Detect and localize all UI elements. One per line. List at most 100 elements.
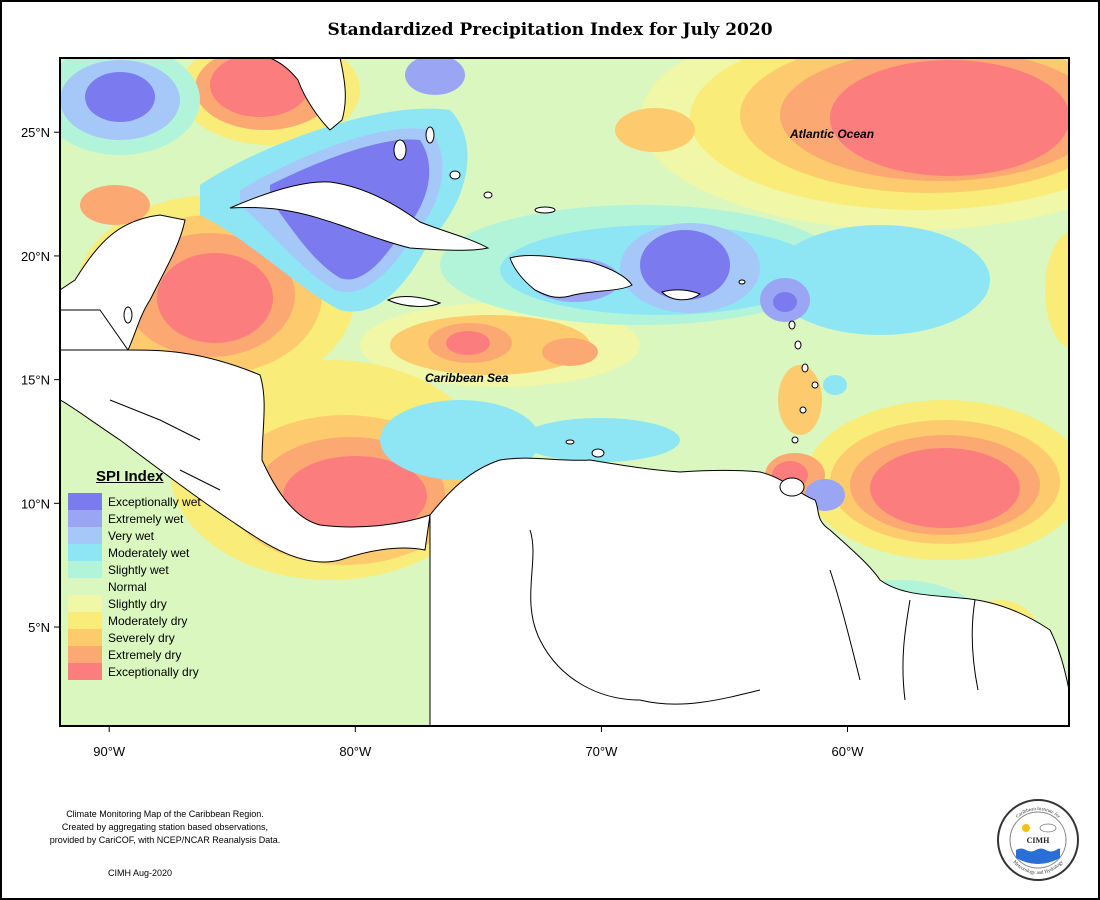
legend-swatch [68, 595, 102, 612]
lat-tick-label: 10°N [21, 496, 50, 511]
hispaniola [509, 254, 633, 298]
legend-swatch [68, 629, 102, 646]
dry-zone [542, 338, 598, 366]
island [393, 139, 407, 161]
legend-item: Slightly dry [68, 595, 218, 612]
legend-swatch [68, 544, 102, 561]
border-line [971, 599, 979, 691]
island [794, 340, 802, 350]
dry-zone [80, 185, 150, 225]
dry-zone [1045, 231, 1069, 349]
small-islands [123, 126, 819, 497]
axis-ticks: 90°W 80°W 70°W 60°W 25°N 20°N 15°N 10°N 5°N [21, 125, 864, 759]
land [60, 58, 1069, 726]
legend-label: Extremely dry [108, 647, 182, 662]
island [123, 306, 133, 324]
lat-tick-label: 15°N [21, 373, 50, 388]
border-line [60, 309, 129, 351]
lon-tick-label: 70°W [585, 744, 618, 759]
caribbean-sea-label: Caribbean Sea [425, 371, 509, 385]
legend-item: Moderately wet [68, 544, 218, 561]
legend-label: Moderately wet [108, 545, 190, 560]
spi-legend: SPI Index Exceptionally wet Extremely wet… [68, 468, 218, 680]
cloud-icon [1039, 823, 1057, 833]
dry-zone [157, 253, 273, 343]
lon-tick-label: 60°W [832, 744, 865, 759]
legend-item: Exceptionally dry [68, 663, 218, 680]
sun-icon [1022, 824, 1030, 832]
map-caption: Climate Monitoring Map of the Caribbean … [30, 808, 300, 847]
caption-line: Created by aggregating station based obs… [61, 822, 269, 832]
jamaica [386, 295, 442, 307]
legend-label: Slightly wet [108, 562, 169, 577]
borders [60, 309, 979, 705]
map-border [59, 57, 1070, 727]
legend-title: SPI Index [96, 468, 164, 485]
border-line [829, 569, 861, 681]
south-america [429, 457, 1069, 726]
dry-zone [283, 456, 427, 536]
legend-item: Slightly wet [68, 561, 218, 578]
border-line [902, 599, 911, 701]
island [811, 381, 819, 389]
lon-tick-label: 80°W [339, 744, 372, 759]
island [791, 436, 799, 444]
atlantic-ocean-label: Atlantic Ocean [789, 127, 874, 141]
island [779, 477, 805, 497]
puerto-rico [661, 289, 701, 301]
border-line [179, 469, 221, 491]
wet-zone [823, 375, 847, 395]
florida [269, 58, 346, 131]
dry-zone [615, 108, 695, 152]
legend-item: Normal [68, 578, 218, 595]
dry-zone [446, 331, 490, 355]
logo-center-text: CIMH [1027, 836, 1050, 845]
legend-item: Very wet [68, 527, 218, 544]
wet-zone [770, 225, 990, 335]
legend-items: Exceptionally wet Extremely wet Very wet Mo… [68, 493, 218, 680]
wet-zone [405, 58, 465, 95]
legend-swatch [68, 578, 102, 595]
island [425, 126, 435, 144]
cimh-logo: Caribbean Institute for Meteorology and … [997, 799, 1079, 881]
legend-label: Normal [108, 579, 147, 594]
legend-label: Exceptionally wet [108, 494, 201, 509]
legend-swatch [68, 493, 102, 510]
caption-line: Climate Monitoring Map of the Caribbean … [66, 809, 264, 819]
legend-item: Moderately dry [68, 612, 218, 629]
island [799, 406, 807, 414]
wet-zone [773, 292, 797, 312]
credit-text: CIMH Aug-2020 [108, 868, 173, 878]
map-title: Standardized Precipitation Index for Jul… [327, 20, 773, 40]
legend-item: Severely dry [68, 629, 218, 646]
legend-swatch [68, 510, 102, 527]
legend-label: Severely dry [108, 630, 175, 645]
wet-zone [85, 72, 155, 122]
island [449, 170, 461, 180]
border-line [109, 399, 201, 441]
island [565, 439, 575, 445]
legend-item: Extremely dry [68, 646, 218, 663]
central-america [60, 349, 431, 563]
island [788, 320, 796, 330]
legend-swatch [68, 561, 102, 578]
dry-zone [870, 448, 1020, 528]
legend-label: Very wet [108, 528, 155, 543]
dry-zone [830, 60, 1069, 176]
lat-tick-label: 20°N [21, 249, 50, 264]
legend-label: Moderately dry [108, 613, 188, 628]
yucatan [60, 214, 186, 351]
wet-zone [640, 230, 730, 300]
island [738, 279, 746, 285]
caption-line: provided by CariCOF, with NCEP/NCAR Rean… [49, 835, 281, 845]
island [483, 191, 493, 199]
island [591, 448, 605, 458]
island [534, 206, 556, 214]
legend-label: Exceptionally dry [108, 664, 199, 679]
legend-swatch [68, 646, 102, 663]
island [801, 363, 809, 373]
lat-tick-label: 25°N [21, 125, 50, 140]
wet-zone [520, 418, 680, 462]
